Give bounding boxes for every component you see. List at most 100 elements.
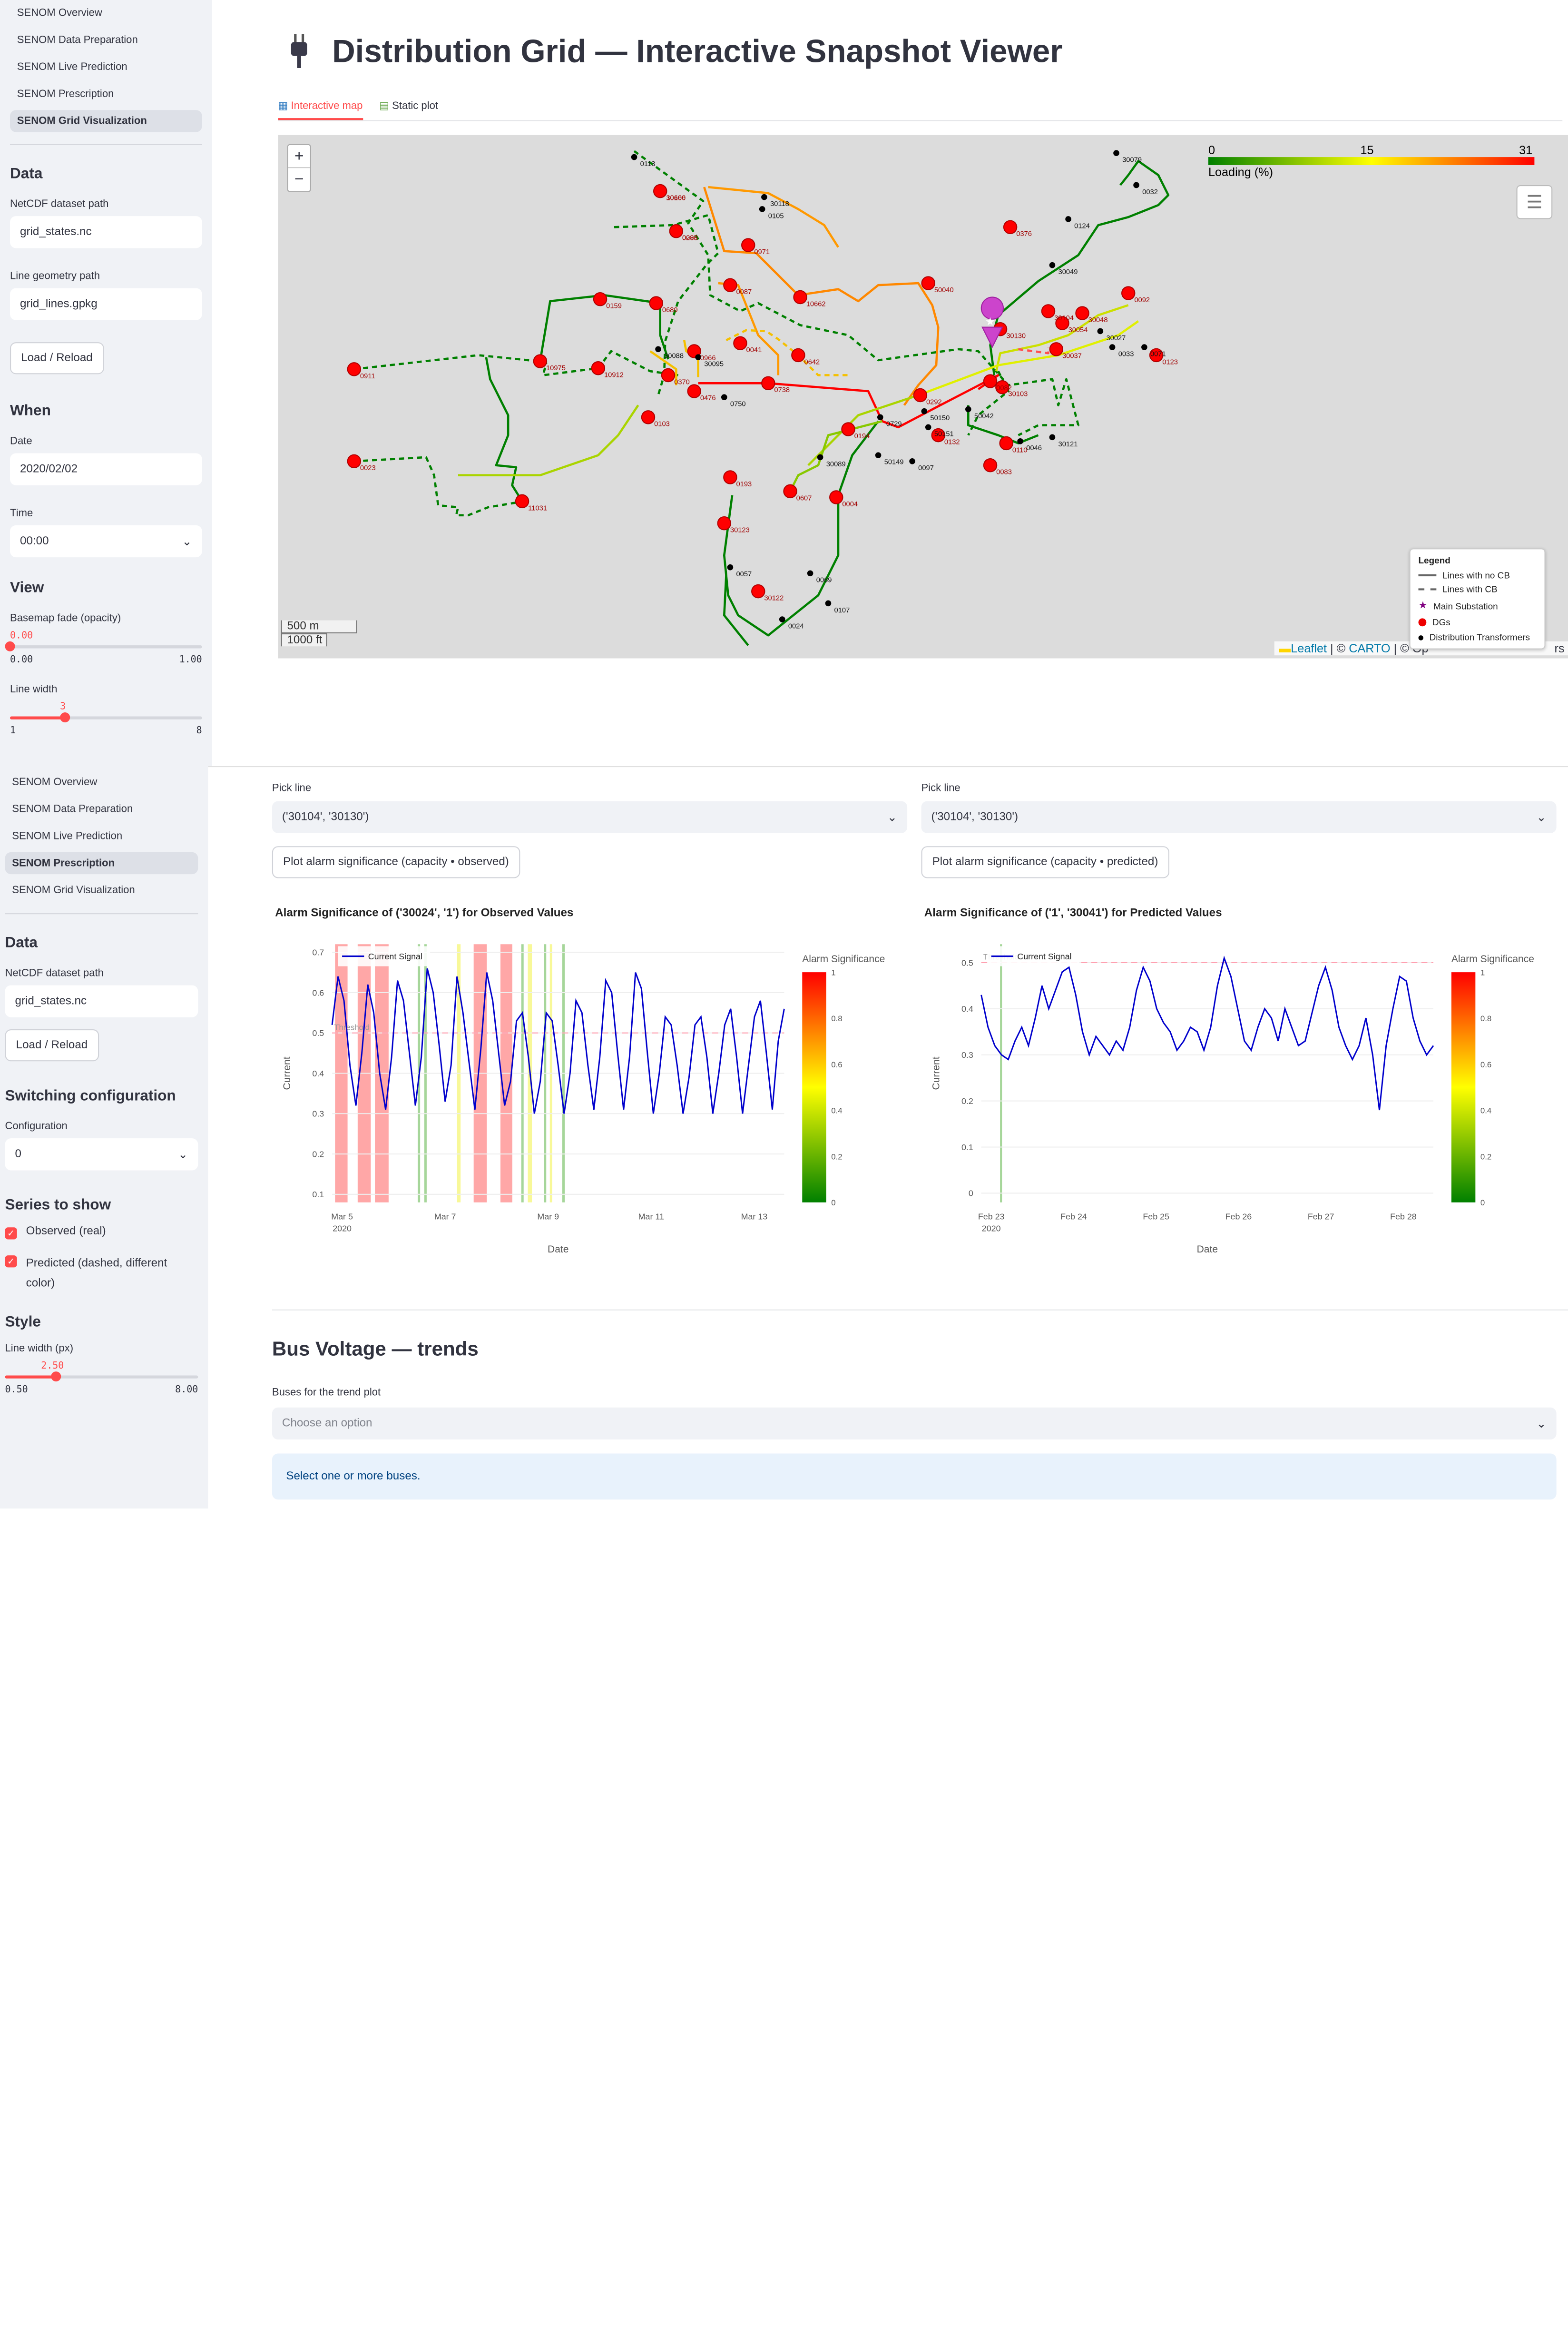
info-message: Select one or more buses. <box>272 1453 1557 1500</box>
time-select[interactable]: 00:00 ⌄ <box>10 525 202 558</box>
plot-predicted-button[interactable]: Plot alarm significance (capacity • pred… <box>921 846 1169 878</box>
nav-item-data-preparation[interactable]: SENOM Data Preparation <box>12 803 133 816</box>
legend-item: Distribution Transformers <box>1418 632 1536 642</box>
node-label: 30122 <box>764 595 784 602</box>
predicted-alarm-chart[interactable]: Alarm Significance of ('1', '30041') for… <box>921 896 1561 1286</box>
solid-line-icon <box>1418 574 1437 577</box>
dg-marker <box>717 516 732 531</box>
node-label: 0032 <box>1142 188 1158 196</box>
opacity-label: Basemap fade (opacity) <box>10 612 121 625</box>
left-panel: Pick line ('30104', '30130') ⌄ Plot alarm… <box>272 782 908 878</box>
main-content: Distribution Grid — Interactive Snapshot… <box>212 0 1568 767</box>
switching-header: Switching configuration <box>5 1087 176 1104</box>
pick-line-select[interactable]: ('30104', '30130') ⌄ <box>921 801 1557 833</box>
x-tick-label: Mar 5 <box>331 1212 353 1221</box>
chevron-down-icon: ⌄ <box>887 810 898 824</box>
line-width-slider[interactable] <box>5 1371 198 1382</box>
nav-item-prescription[interactable]: SENOM Prescription <box>17 88 114 100</box>
nav-item-grid-visualization[interactable]: SENOM Grid Visualization <box>10 110 202 132</box>
nav-item-live-prediction[interactable]: SENOM Live Prediction <box>12 830 123 842</box>
dg-marker <box>761 376 775 391</box>
load-reload-button[interactable]: Load / Reload <box>10 342 104 375</box>
nav-item-grid-visualization[interactable]: SENOM Grid Visualization <box>12 884 135 897</box>
transformer-marker <box>1133 182 1139 188</box>
line-width-slider-handle[interactable] <box>51 1371 62 1382</box>
node-label: 0041 <box>746 346 762 354</box>
grid-line <box>718 282 780 375</box>
opacity-slider-handle[interactable] <box>5 641 15 651</box>
line-width-slider-handle[interactable] <box>59 712 70 723</box>
grid-map-canvas[interactable]: 10666 0298 0376 50040 10662 0087 0971 0159 0689 0… <box>278 135 1568 659</box>
netcdf-path-input[interactable]: grid_states.nc <box>5 985 198 1017</box>
bus-voltage-header: Bus Voltage — trends <box>272 1338 479 1360</box>
map-view[interactable]: 10666 0298 0376 50040 10662 0087 0971 0159 0689 0… <box>278 135 1568 659</box>
colorbar-tick: 0.2 <box>1480 1152 1491 1161</box>
nav-item-data-preparation[interactable]: SENOM Data Preparation <box>17 34 138 46</box>
tab-interactive-map[interactable]: ▦ Interactive map <box>278 100 363 120</box>
load-reload-button[interactable]: Load / Reload <box>5 1029 99 1062</box>
nav-item-overview[interactable]: SENOM Overview <box>12 776 98 788</box>
colorbar-tick: 0.8 <box>831 1014 842 1023</box>
configuration-select[interactable]: 0 ⌄ <box>5 1138 198 1171</box>
leaflet-link[interactable]: Leaflet <box>1291 641 1327 656</box>
y-tick-label: 0.3 <box>312 1109 324 1119</box>
section-divider <box>272 1309 1568 1311</box>
layers-icon[interactable]: ☰ <box>1516 185 1553 219</box>
observed-checkbox[interactable]: ✓ Observed (real) <box>5 1225 198 1240</box>
node-label: 30118 <box>770 200 789 208</box>
y-tick-label: 0.2 <box>312 1149 324 1159</box>
plot-observed-button[interactable]: Plot alarm significance (capacity • obse… <box>272 846 520 878</box>
date-input[interactable]: 2020/02/02 <box>10 453 202 485</box>
pick-line-select[interactable]: ('30104', '30130') ⌄ <box>272 801 908 833</box>
transformer-marker <box>1113 150 1119 157</box>
line-width-slider[interactable] <box>10 712 202 723</box>
dg-marker <box>533 354 548 368</box>
zoom-in-button[interactable]: + <box>288 145 310 168</box>
netcdf-path-input[interactable]: grid_states.nc <box>10 216 202 248</box>
colorbar-tick: 0 <box>831 1198 835 1207</box>
line-width-min: 1 <box>10 725 16 737</box>
line-width-slider-fill <box>10 716 65 719</box>
x-tick-label: Feb 26 <box>1225 1212 1252 1221</box>
dg-marker <box>793 290 807 305</box>
transformer-marker <box>909 458 915 464</box>
black-dot-icon <box>1418 635 1423 640</box>
legend-label: DGs <box>1432 617 1450 628</box>
node-label: 10662 <box>806 300 826 308</box>
grid-line <box>1018 347 1049 355</box>
colorbar-tick: 0 <box>1480 1198 1485 1207</box>
dashed-line-icon <box>1418 588 1437 591</box>
chart-title: Alarm Significance of ('1', '30041') for… <box>924 906 1222 919</box>
dg-marker <box>593 292 608 306</box>
nav-item-overview[interactable]: SENOM Overview <box>17 7 102 19</box>
tab-static-plot[interactable]: ▤ Static plot <box>379 100 439 112</box>
time-value: 00:00 <box>20 535 49 548</box>
geometry-path-input[interactable]: grid_lines.gpkg <box>10 288 202 320</box>
y-tick-label: 0 <box>969 1189 973 1198</box>
page-title-row: Distribution Grid — Interactive Snapshot… <box>288 32 1062 70</box>
chevron-down-icon: ⌄ <box>182 534 192 549</box>
x-tick-label: Mar 7 <box>434 1212 456 1221</box>
node-label: 30104 <box>1054 315 1074 322</box>
nav-item-live-prediction[interactable]: SENOM Live Prediction <box>17 61 127 73</box>
dg-marker <box>669 224 684 238</box>
observed-alarm-chart[interactable]: Alarm Significance of ('30024', '1') for… <box>272 896 912 1286</box>
bus-multiselect[interactable]: Choose an option ⌄ <box>272 1407 1557 1440</box>
node-label: 0085 <box>682 235 698 242</box>
node-label: 30079 <box>1122 157 1142 164</box>
line-width-label: Line width <box>10 683 58 696</box>
transformer-marker <box>817 454 823 461</box>
line-width-max: 8 <box>196 725 202 737</box>
transformer-marker <box>921 408 928 414</box>
carto-link[interactable]: CARTO <box>1349 641 1391 656</box>
nav-item-prescription[interactable]: SENOM Prescription <box>5 852 198 875</box>
opacity-slider[interactable] <box>5 641 202 651</box>
predicted-checkbox[interactable]: ✓ Predicted (dashed, different color) <box>5 1253 198 1293</box>
y-tick-label: 0.5 <box>312 1028 324 1038</box>
threshold-label: Threshold <box>334 1023 370 1032</box>
line-width-value: 2.50 <box>41 1360 64 1372</box>
node-label: 0083 <box>996 469 1012 476</box>
colorbar-gradient <box>1208 157 1535 165</box>
zoom-out-button[interactable]: − <box>294 171 304 188</box>
node-label: 30027 <box>1106 335 1126 342</box>
